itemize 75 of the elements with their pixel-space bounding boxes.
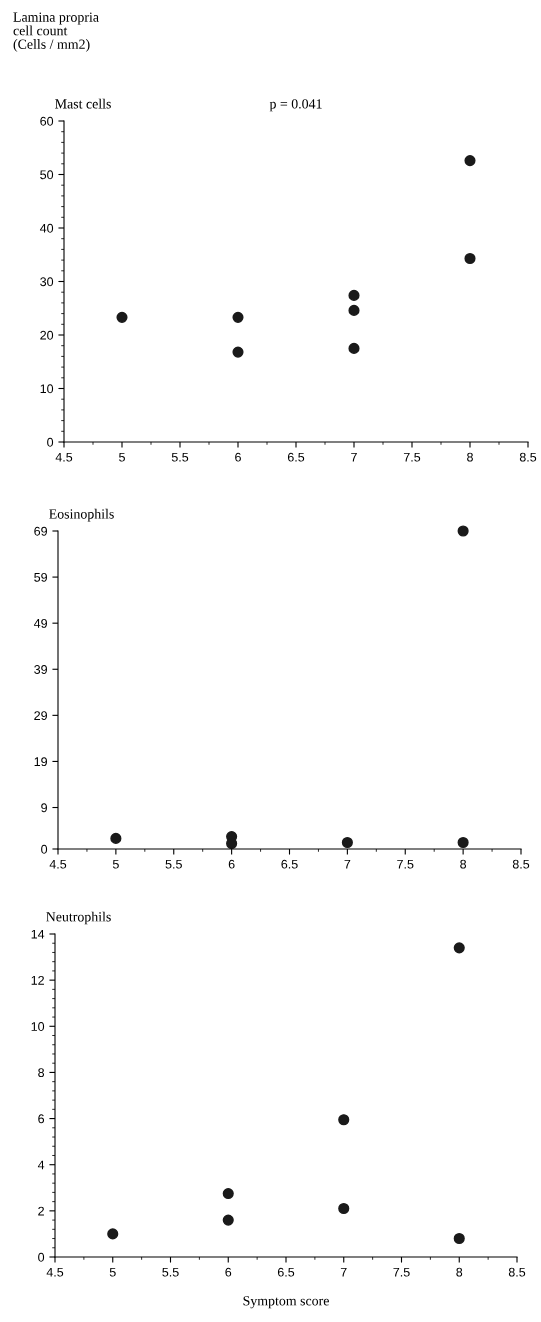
y-tick-label: 12 — [31, 975, 44, 985]
point — [464, 252, 476, 265]
x-tick-label: 8.5 — [519, 452, 537, 462]
y-tick-label: 14 — [31, 929, 45, 939]
chart-title: Mast cells — [55, 98, 111, 109]
y-tick-label: 4 — [37, 1160, 45, 1170]
x-tick-label: 8.5 — [508, 1267, 526, 1277]
x-tick-label: 8 — [456, 1267, 463, 1277]
x-tick-label: 5.5 — [162, 1267, 179, 1277]
x-tick-label: 6 — [225, 1267, 232, 1277]
y-tick-label: 0 — [38, 1252, 45, 1262]
x-tick-label: 7.5 — [403, 452, 421, 462]
y-tick-label: 0 — [47, 437, 54, 447]
y-tick-label: 40 — [39, 223, 54, 233]
x-tick-label: 8 — [467, 452, 473, 462]
point — [453, 942, 465, 954]
point — [338, 1114, 350, 1126]
x-tick-label: 4.5 — [49, 859, 67, 869]
point — [338, 1202, 350, 1215]
x-tick-label: 5.5 — [171, 452, 189, 462]
y-tick-label: 0 — [41, 844, 48, 854]
x-tick-label: 4.5 — [55, 452, 73, 462]
y-tick-label: 6 — [38, 1114, 45, 1124]
point — [348, 342, 360, 354]
point — [232, 311, 244, 323]
x-tick-label: 7.5 — [393, 1267, 410, 1277]
point — [457, 836, 469, 849]
chart-title: Neutrophils — [46, 911, 111, 925]
y-axis-title: Lamina propria cell count (Cells / mm2) — [13, 12, 99, 52]
y-tick-label: 8 — [38, 1068, 45, 1078]
x-tick-label: 7 — [340, 1267, 347, 1277]
x-tick-label: 5 — [112, 859, 119, 869]
x-tick-label: 5.5 — [165, 859, 182, 869]
point — [222, 1187, 234, 1200]
y-tick-label: 19 — [34, 757, 47, 767]
y-tick-label: 60 — [40, 116, 54, 126]
y-tick-label: 30 — [40, 277, 54, 287]
y-tick-label: 20 — [40, 330, 54, 340]
point — [110, 832, 122, 844]
x-tick-label: 7 — [351, 452, 357, 462]
point — [107, 1228, 119, 1240]
point — [464, 155, 476, 167]
x-tick-label: 6.5 — [281, 859, 298, 869]
y-tick-label: 50 — [40, 170, 54, 180]
point — [453, 1232, 465, 1245]
point — [341, 836, 353, 849]
x-tick-label: 7.5 — [397, 859, 414, 869]
point — [348, 304, 360, 316]
point — [232, 346, 244, 358]
y-tick-label: 2 — [38, 1206, 44, 1216]
point — [222, 1214, 234, 1226]
y-tick-label: 39 — [34, 665, 47, 674]
y-tick-label: 49 — [33, 618, 47, 628]
x-tick-label: 6.5 — [277, 1267, 295, 1277]
x-tick-label: 6 — [228, 859, 235, 869]
y-tick-label: 10 — [40, 384, 54, 394]
chart-title: Eosinophils — [49, 508, 114, 522]
x-tick-label: 8.5 — [512, 859, 530, 869]
x-tick-label: 8 — [460, 859, 467, 869]
y-tick-label: 69 — [34, 526, 47, 536]
x-tick-label: 6 — [235, 452, 241, 462]
x-tick-label: 7 — [344, 859, 351, 869]
y-tick-label: 59 — [34, 572, 47, 582]
x-tick-label: 6.5 — [287, 452, 305, 462]
y-tick-label: 9 — [41, 803, 47, 813]
x-tick-label: 5 — [109, 1267, 116, 1277]
y-tick-label: 29 — [34, 711, 47, 720]
x-tick-label: 4.5 — [46, 1267, 64, 1277]
x-axis-title: Symptom score — [243, 1296, 329, 1309]
point — [457, 525, 469, 537]
text: p = 0.041 — [269, 99, 322, 112]
point — [116, 311, 128, 323]
x-tick-label: 5 — [119, 452, 125, 462]
y-tick-label: 10 — [31, 1022, 45, 1031]
point — [348, 289, 360, 301]
